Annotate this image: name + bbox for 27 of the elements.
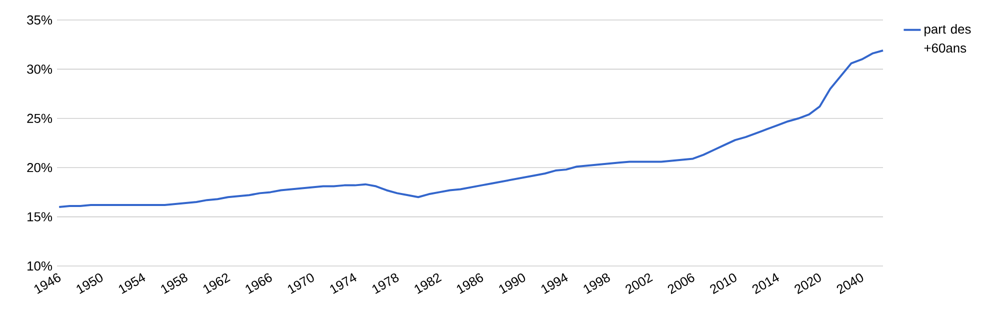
x-tick-label: 2002 (626, 273, 653, 294)
x-tick-label: 1994 (541, 273, 568, 294)
x-tick-label: 2010 (710, 274, 736, 294)
x-tick-label: 2020 (794, 274, 821, 294)
x-tick-label: 1954 (118, 273, 146, 294)
legend-label: part des +60ans (924, 24, 971, 53)
x-tick-label: 1986 (456, 273, 484, 294)
y-tick-label: 10% (28, 261, 52, 271)
x-tick-label: 1958 (161, 273, 188, 294)
x-tick-label: 1966 (246, 273, 272, 294)
x-tick-label: 1978 (372, 273, 399, 294)
x-tick-label: 1970 (288, 274, 314, 294)
x-tick-label: 1998 (584, 273, 610, 294)
x-tick-label: 1982 (414, 273, 442, 294)
x-tick-label: 2006 (668, 273, 694, 294)
x-tick-label: 2014 (752, 273, 779, 294)
x-tick-label: 1974 (330, 273, 356, 294)
y-tick-label: 15% (28, 212, 52, 222)
x-tick-label: 1962 (203, 273, 230, 294)
y-tick-label: 30% (27, 64, 52, 74)
x-tick-label: 2040 (836, 274, 864, 294)
x-tick-label: 1946 (34, 273, 61, 294)
y-tick-label: 20% (27, 163, 52, 172)
x-tick-label: 1990 (499, 274, 526, 294)
y-tick-label: 35% (27, 15, 52, 25)
x-tick-label: 1950 (76, 274, 103, 294)
y-tick-label: 25% (27, 114, 52, 123)
